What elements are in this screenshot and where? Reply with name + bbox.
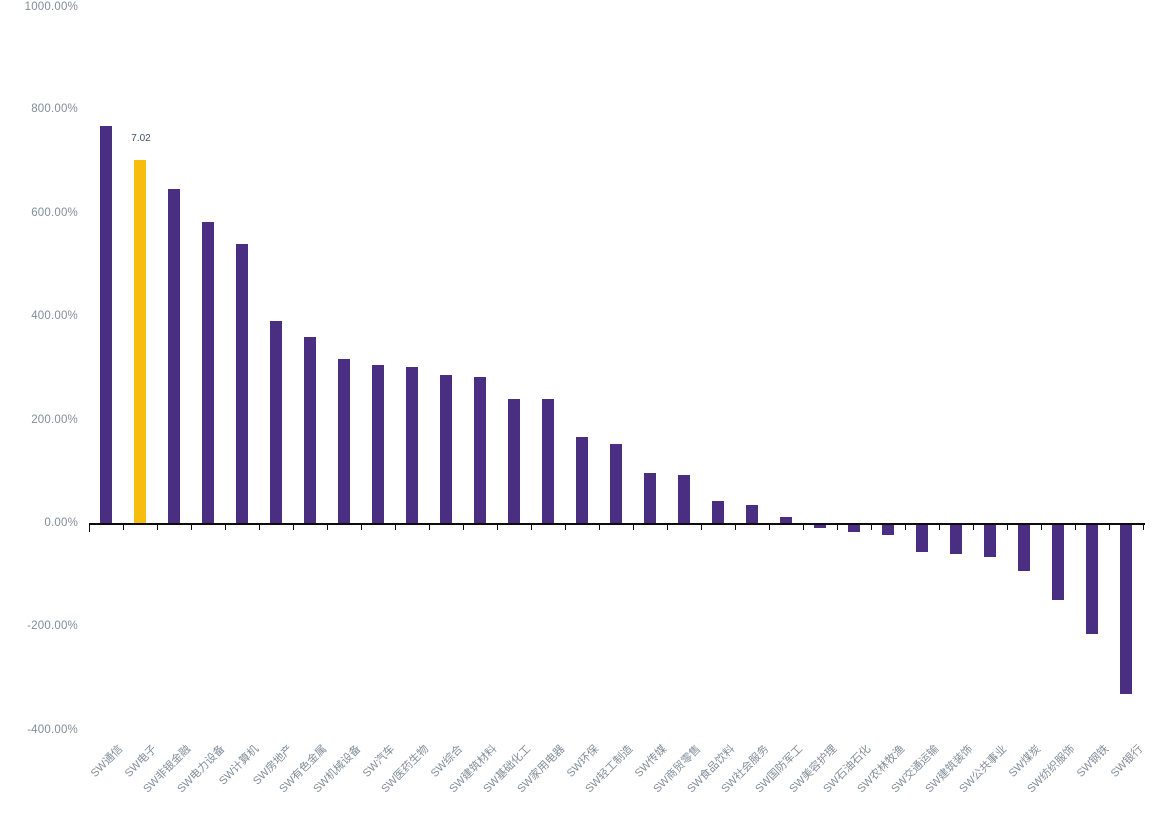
x-axis-tick-mark [803, 523, 805, 530]
x-axis-tick-mark [1075, 523, 1077, 530]
x-axis-tick-mark [157, 523, 159, 530]
bar [576, 436, 588, 523]
bar [610, 444, 622, 523]
x-axis-tick-mark [1041, 523, 1043, 530]
x-axis-tick-mark [939, 523, 941, 530]
y-axis-tick-label: 1000.00% [24, 1, 78, 13]
x-axis-line [89, 523, 1145, 525]
x-axis-tick-mark [89, 523, 91, 532]
y-axis-tick-label: -400.00% [27, 723, 78, 736]
bar [814, 524, 826, 528]
bar [542, 399, 554, 523]
x-axis-tick-mark [1143, 523, 1145, 530]
x-axis-tick-mark [871, 523, 873, 530]
bar [780, 517, 792, 523]
bar [202, 221, 214, 523]
x-axis-category-label: SW银行 [1109, 743, 1146, 780]
y-axis-tick-label: 400.00% [31, 310, 78, 323]
bar [678, 475, 690, 523]
bar [916, 524, 928, 552]
bar [440, 375, 452, 523]
x-axis-tick-mark [599, 523, 601, 530]
bar [848, 524, 860, 533]
y-axis-tick-label: 600.00% [31, 206, 78, 219]
x-axis-tick-mark [1007, 523, 1009, 530]
y-axis-tick-label: 800.00% [31, 103, 78, 116]
x-axis-tick-mark [837, 523, 839, 530]
bar [1018, 524, 1030, 572]
x-axis-tick-mark [463, 523, 465, 530]
bar [338, 359, 350, 523]
bar [100, 125, 112, 523]
bar [406, 367, 418, 523]
bar [1052, 524, 1064, 600]
x-axis-tick-mark [905, 523, 907, 530]
bar [950, 524, 962, 554]
bar [168, 188, 180, 523]
bar [236, 243, 248, 523]
x-axis-tick-mark [735, 523, 737, 530]
y-axis-tick-label: -200.00% [27, 620, 78, 633]
y-axis-tick-label: 0.00% [44, 517, 78, 529]
bar [746, 505, 758, 523]
y-axis-tick-label: 200.00% [31, 413, 78, 426]
x-axis-tick-mark [1109, 523, 1111, 530]
bar [1120, 524, 1132, 694]
x-axis-tick-mark [259, 523, 261, 530]
bar-data-label: 7.02 [131, 133, 151, 145]
x-axis-tick-mark [293, 523, 295, 530]
x-axis-tick-mark [565, 523, 567, 530]
x-axis-tick-mark [973, 523, 975, 530]
highlighted-bar [134, 160, 146, 523]
x-axis-tick-mark [667, 523, 669, 530]
x-axis-tick-mark [191, 523, 193, 530]
bar [270, 320, 282, 523]
x-axis-category-label: SW钢铁 [1075, 743, 1112, 780]
x-axis-tick-mark [361, 523, 363, 530]
bar [882, 524, 894, 536]
x-axis-tick-mark [531, 523, 533, 530]
x-axis-category-label: SW通信 [89, 743, 126, 780]
bar [474, 377, 486, 523]
x-axis-tick-mark [429, 523, 431, 530]
bar [984, 524, 996, 557]
bar [508, 398, 520, 523]
bar [1086, 524, 1098, 634]
x-axis-tick-mark [225, 523, 227, 530]
x-axis-tick-mark [633, 523, 635, 530]
bar [372, 364, 384, 523]
x-axis-tick-mark [123, 523, 125, 530]
x-axis-tick-mark [701, 523, 703, 530]
x-axis-tick-mark [769, 523, 771, 530]
x-axis-tick-mark [395, 523, 397, 530]
bar [644, 473, 656, 523]
bar [304, 337, 316, 523]
x-axis-tick-mark [497, 523, 499, 530]
bar [712, 501, 724, 523]
x-axis-tick-mark [327, 523, 329, 530]
